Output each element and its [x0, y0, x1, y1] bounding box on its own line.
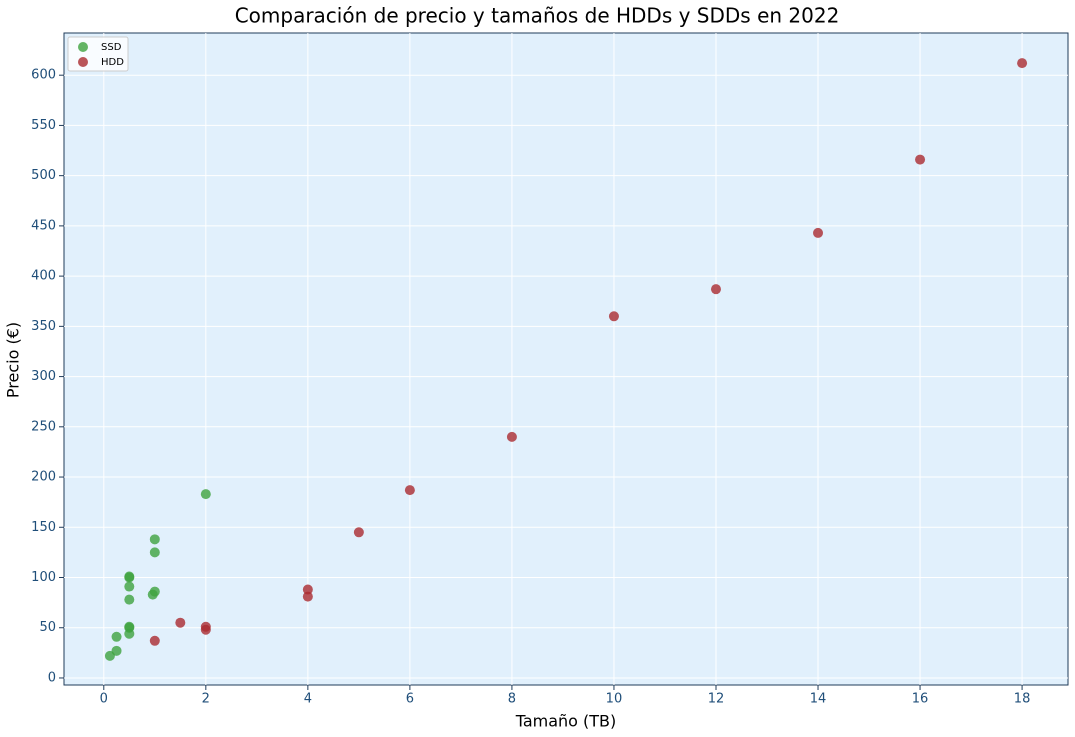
data-point: [124, 621, 135, 632]
data-point: [1017, 58, 1028, 69]
x-tick-label: 2: [202, 692, 210, 707]
plot-area: [63, 32, 1069, 686]
data-point: [353, 527, 364, 538]
chart-title: Comparación de precio y tamaños de HDDs …: [235, 4, 840, 28]
data-point: [404, 485, 415, 496]
data-point: [124, 571, 135, 582]
y-tick-label: 600: [31, 68, 56, 83]
y-tick-label: 50: [39, 620, 56, 635]
x-tick-label: 18: [1014, 692, 1031, 707]
y-tick-label: 500: [31, 168, 56, 183]
y-tick-label: 250: [31, 419, 56, 434]
data-point: [149, 534, 160, 545]
data-point: [302, 584, 313, 595]
y-tick-label: 300: [31, 369, 56, 384]
data-point: [124, 581, 135, 592]
data-point: [200, 489, 211, 500]
y-tick-label: 200: [31, 470, 56, 485]
legend-label: SSD: [101, 42, 122, 53]
x-tick-label: 16: [912, 692, 929, 707]
x-tick-label: 6: [406, 692, 414, 707]
x-tick-label: 8: [508, 692, 516, 707]
data-point: [813, 227, 824, 238]
data-point: [124, 594, 135, 605]
data-point: [915, 154, 926, 165]
x-tick-label: 4: [304, 692, 312, 707]
y-tick-label: 350: [31, 319, 56, 334]
x-tick-label: 10: [606, 692, 623, 707]
data-point: [149, 547, 160, 558]
y-tick-label: 550: [31, 118, 56, 133]
data-point: [111, 631, 122, 642]
data-point: [200, 621, 211, 632]
data-point: [111, 645, 122, 656]
y-tick-label: 100: [31, 570, 56, 585]
data-point: [175, 617, 186, 628]
y-tick-label: 0: [48, 670, 56, 685]
legend-marker: [78, 42, 88, 52]
x-tick-label: 14: [810, 692, 827, 707]
data-point: [149, 635, 160, 646]
y-tick-label: 450: [31, 218, 56, 233]
x-tick-label: 12: [708, 692, 725, 707]
data-point: [710, 284, 721, 295]
data-point: [302, 591, 313, 602]
y-axis-label: Precio (€): [4, 322, 23, 398]
y-tick-label: 150: [31, 520, 56, 535]
x-axis-label: Tamaño (TB): [515, 712, 617, 731]
data-point: [506, 431, 517, 442]
y-tick-label: 400: [31, 269, 56, 284]
data-point: [608, 311, 619, 322]
legend-label: HDD: [101, 57, 124, 68]
data-point: [149, 586, 160, 597]
legend-marker: [78, 57, 88, 67]
x-tick-label: 0: [100, 692, 108, 707]
